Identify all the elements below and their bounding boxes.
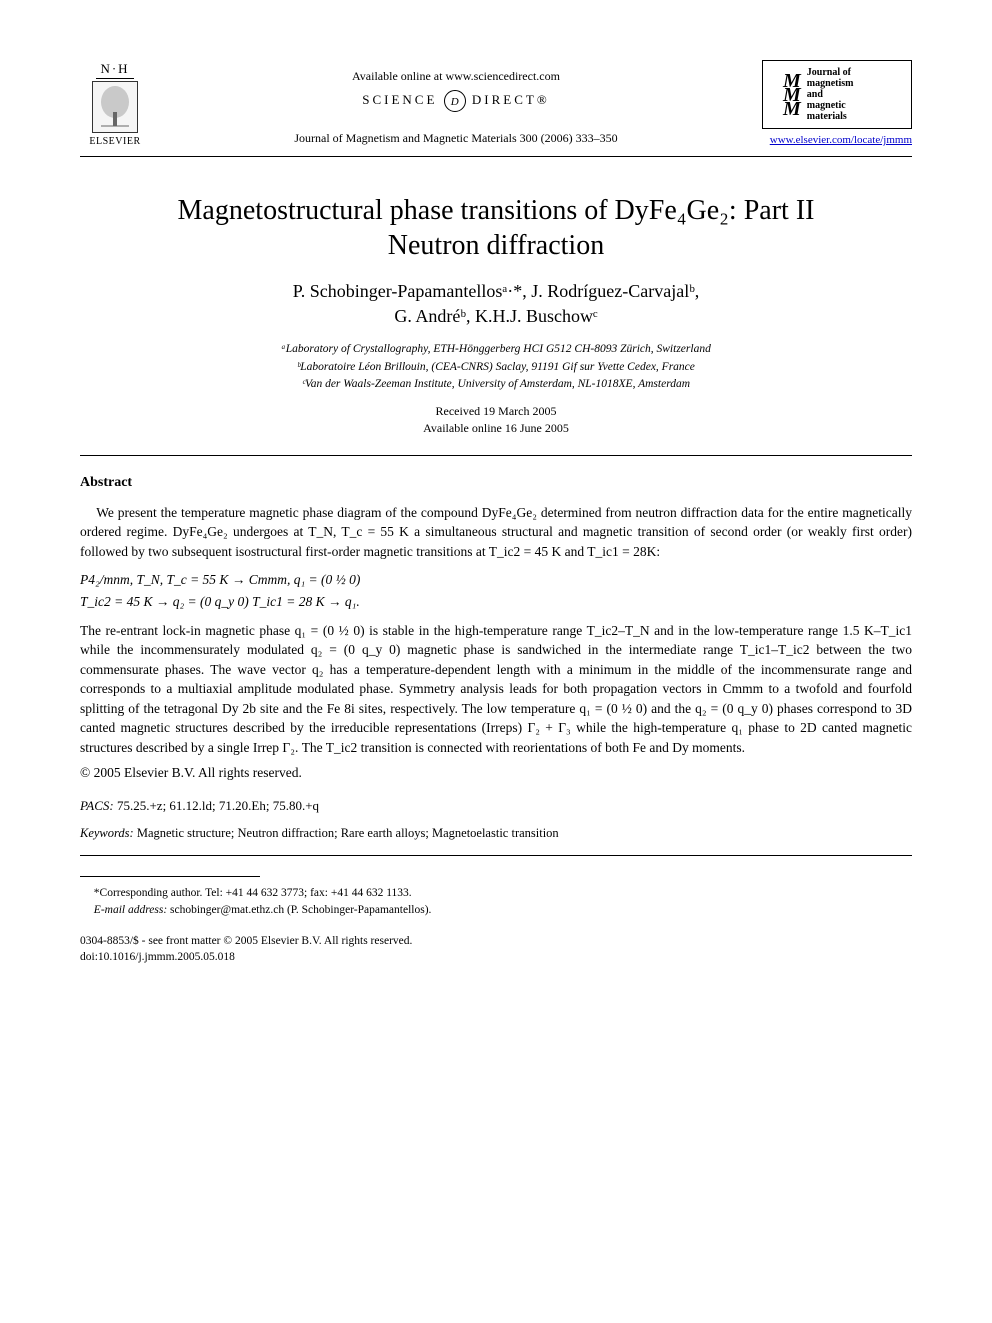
journal-logo: MMM Journal of magnetism and magnetic ma… <box>762 60 912 148</box>
header-center: Available online at www.sciencedirect.co… <box>150 60 762 146</box>
abstract-p1: We present the temperature magnetic phas… <box>80 503 912 562</box>
jt-1: magnetism <box>807 78 854 89</box>
sd-d-icon: d <box>444 90 466 112</box>
eq-line-1: P4₂/mnm, T_N, T_c = 55 K → Cmmm, q₁ = (0… <box>80 569 912 591</box>
jt-0: Journal of <box>807 67 854 78</box>
doi: doi:10.1016/j.jmmm.2005.05.018 <box>80 949 912 965</box>
elsevier-tree-icon <box>92 81 138 133</box>
article-dates: Received 19 March 2005 Available online … <box>80 403 912 437</box>
affil-a: ᵃLaboratory of Crystallography, ETH-Höng… <box>80 341 912 358</box>
footnote-rule <box>80 876 260 877</box>
abstract-heading: Abstract <box>80 474 912 493</box>
abstract-p2: The re-entrant lock-in magnetic phase q₁… <box>80 621 912 758</box>
abstract-body: We present the temperature magnetic phas… <box>80 503 912 783</box>
publisher-initials: N·H <box>96 60 133 79</box>
keywords-label: Keywords: <box>80 826 134 840</box>
jt-3: magnetic <box>807 100 854 111</box>
paper-header: N·H ELSEVIER Available online at www.sci… <box>80 60 912 148</box>
pacs-label: PACS: <box>80 798 114 813</box>
post-keywords-rule <box>80 855 912 856</box>
title-line-2: Neutron diffraction <box>80 228 912 263</box>
jt-2: and <box>807 89 854 100</box>
affiliations: ᵃLaboratory of Crystallography, ETH-Höng… <box>80 341 912 393</box>
pre-abstract-rule <box>80 455 912 456</box>
jt-4: materials <box>807 111 854 122</box>
paper-title: Magnetostructural phase transitions of D… <box>80 193 912 263</box>
pacs-value: 75.25.+z; 61.12.ld; 71.20.Eh; 75.80.+q <box>117 798 319 813</box>
authors: P. Schobinger-Papamantellosᵃ·*, J. Rodrí… <box>80 279 912 329</box>
sd-left: SCIENCE <box>362 92 437 107</box>
page-footer: 0304-8853/$ - see front matter © 2005 El… <box>80 933 912 965</box>
email-value: schobinger@mat.ethz.ch (P. Schobinger-Pa… <box>170 904 431 916</box>
authors-line-1: P. Schobinger-Papamantellosᵃ·*, J. Rodrí… <box>80 279 912 304</box>
publisher-name: ELSEVIER <box>89 135 140 149</box>
title-line-1: Magnetostructural phase transitions of D… <box>80 193 912 228</box>
authors-line-2: G. Andréᵇ, K.H.J. Buschowᶜ <box>80 304 912 329</box>
pacs-line: PACS: 75.25.+z; 61.12.ld; 71.20.Eh; 75.8… <box>80 797 912 815</box>
header-rule <box>80 156 912 157</box>
affil-c: ᶜVan der Waals-Zeeman Institute, Univers… <box>80 376 912 393</box>
keywords-line: Keywords: Magnetic structure; Neutron di… <box>80 825 912 842</box>
date-online: Available online 16 June 2005 <box>80 420 912 437</box>
elsevier-logo: N·H ELSEVIER <box>80 60 150 148</box>
corresponding-author: *Corresponding author. Tel: +41 44 632 3… <box>80 885 912 902</box>
sd-right: DIRECT® <box>472 92 550 107</box>
footnotes: *Corresponding author. Tel: +41 44 632 3… <box>80 885 912 918</box>
phase-equations: P4₂/mnm, T_N, T_c = 55 K → Cmmm, q₁ = (0… <box>80 569 912 612</box>
abstract-copyright: © 2005 Elsevier B.V. All rights reserved… <box>80 763 912 783</box>
email-line: E-mail address: schobinger@mat.ethz.ch (… <box>80 902 912 919</box>
keywords-value: Magnetic structure; Neutron diffraction;… <box>137 826 559 840</box>
journal-badge: MMM Journal of magnetism and magnetic ma… <box>762 60 912 129</box>
journal-url-link[interactable]: www.elsevier.com/locate/jmmm <box>762 133 912 148</box>
eq-line-2: T_ic2 = 45 K → q₂ = (0 q_y 0) T_ic1 = 28… <box>80 591 912 613</box>
email-label: E-mail address: <box>94 904 167 916</box>
journal-m-icon: MMM <box>771 74 801 116</box>
date-received: Received 19 March 2005 <box>80 403 912 420</box>
available-online: Available online at www.sciencedirect.co… <box>150 68 762 84</box>
science-direct-logo: SCIENCE d DIRECT® <box>150 90 762 112</box>
journal-title-block: Journal of magnetism and magnetic materi… <box>807 67 854 122</box>
front-matter: 0304-8853/$ - see front matter © 2005 El… <box>80 933 912 949</box>
journal-citation: Journal of Magnetism and Magnetic Materi… <box>150 130 762 146</box>
affil-b: ᵇLaboratoire Léon Brillouin, (CEA-CNRS) … <box>80 359 912 376</box>
